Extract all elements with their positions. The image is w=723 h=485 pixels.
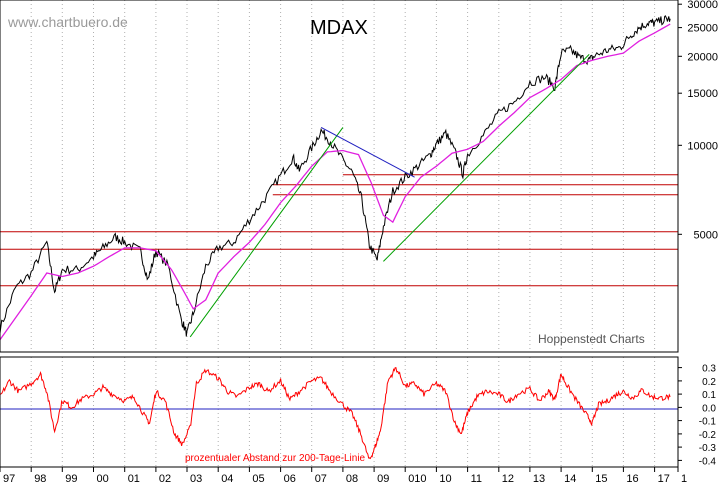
x-tick-label: 09 (377, 473, 389, 485)
x-tick-label: 1 (681, 473, 687, 485)
osc-y-tick-label: 0.0 (702, 403, 716, 414)
x-tick-label: 010 (408, 473, 426, 485)
osc-y-tick-label: -0.4 (699, 456, 717, 467)
source-credit: Hoppenstedt Charts (538, 332, 645, 346)
main-y-tick-label: 25000 (687, 23, 718, 35)
main-y-tick-label: 20000 (687, 51, 718, 63)
trendline (320, 126, 415, 178)
x-tick-label: 08 (346, 473, 358, 485)
trendlines (189, 54, 590, 338)
osc-y-tick-label: -0.2 (699, 430, 717, 441)
mdax-price-line (0, 15, 671, 337)
main-y-tick-label: 5000 (694, 229, 718, 241)
x-tick-label: 16 (626, 473, 638, 485)
x-tick-label: 17 (658, 473, 670, 485)
x-tick-label: 04 (221, 473, 233, 485)
osc-y-tick-label: -0.1 (699, 417, 717, 428)
x-tick-label: 02 (159, 473, 171, 485)
main-y-axis: 5000 10000 15000 20000 25000 30000 (678, 0, 718, 241)
osc-y-tick-label: 0.2 (702, 377, 716, 388)
main-y-tick-label: 30000 (687, 0, 718, 11)
osc-y-tick-label: 0.1 (702, 390, 716, 401)
main-gridlines (30, 0, 656, 352)
osc-line (0, 366, 671, 460)
x-tick-label: 98 (34, 473, 46, 485)
x-tick-label: 07 (315, 473, 327, 485)
osc-annotation: prozentualer Abstand zur 200-Tage-Linie (185, 453, 366, 464)
x-tick-label: 99 (65, 473, 77, 485)
x-tick-label: 97 (3, 473, 15, 485)
trendline (189, 127, 344, 338)
resistance-lines (0, 174, 678, 287)
main-y-tick-label: 15000 (687, 88, 718, 100)
x-tick-label: 06 (284, 473, 296, 485)
main-y-tick-label: 10000 (687, 140, 718, 152)
x-tick-label: 05 (252, 473, 264, 485)
x-tick-label: 15 (595, 473, 607, 485)
watermark: www.chartbuero.de (7, 14, 128, 30)
x-tick-label: 10 (439, 473, 451, 485)
x-tick-label: 01 (128, 473, 140, 485)
x-tick-label: 11 (471, 473, 482, 485)
trendline (383, 54, 590, 262)
osc-y-tick-label: 0.3 (702, 364, 716, 375)
x-tick-label: 00 (97, 473, 109, 485)
moving-average-line (0, 23, 671, 341)
x-tick-label: 03 (190, 473, 202, 485)
main-series (0, 15, 671, 341)
chart-title: MDAX (310, 17, 368, 39)
osc-y-tick-label: -0.3 (699, 443, 717, 454)
x-tick-label: 12 (502, 473, 514, 485)
osc-y-axis: -0.4 -0.3 -0.2 -0.1 0.0 0.1 0.2 0.3 (678, 364, 717, 467)
osc-plot-frame (0, 356, 679, 468)
x-tick-label: 13 (533, 473, 545, 485)
x-tick-label: 14 (564, 473, 576, 485)
osc-series (0, 366, 671, 460)
main-plot-frame (0, 0, 679, 353)
x-axis: 97 98 99 00 01 02 03 04 05 06 07 08 09 010 10 11 12 13 14 1… (0, 467, 687, 485)
